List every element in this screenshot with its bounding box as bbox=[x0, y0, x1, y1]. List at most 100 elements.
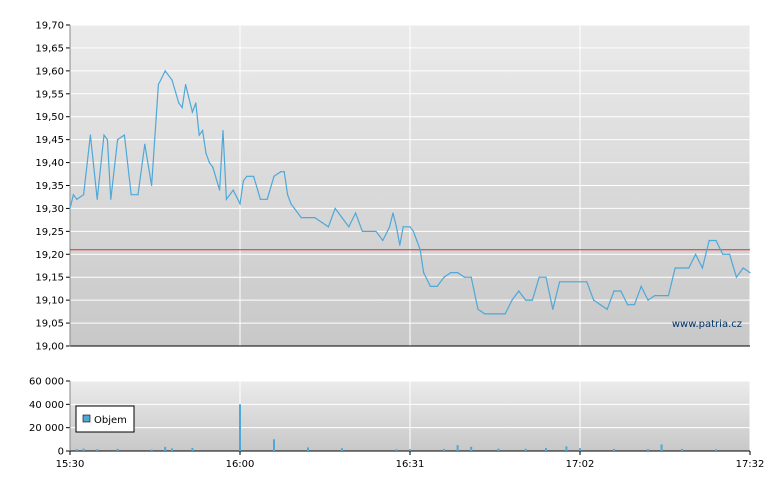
price-data-point bbox=[708, 239, 710, 242]
price-data-point bbox=[157, 84, 159, 86]
price-data-point bbox=[599, 304, 602, 306]
volume-bar bbox=[307, 447, 309, 451]
price-data-point bbox=[375, 230, 377, 232]
price-data-point bbox=[667, 294, 670, 297]
price-data-point bbox=[259, 198, 261, 200]
price-data-point bbox=[701, 267, 704, 269]
price-data-point bbox=[361, 230, 363, 232]
price-data-point bbox=[239, 203, 241, 205]
price-data-point bbox=[545, 276, 547, 278]
price-data-point bbox=[249, 175, 251, 177]
price-data-point bbox=[681, 267, 683, 269]
price-data-point bbox=[457, 272, 459, 274]
price-data-point bbox=[647, 299, 649, 301]
price-data-point bbox=[525, 299, 527, 301]
price-panel: 19,00 19,05 19,10 19,15 19,20 19,25 19,30 19,35… bbox=[35, 21, 751, 353]
price-data-point bbox=[198, 134, 200, 136]
price-data-point bbox=[181, 106, 183, 109]
price-data-point bbox=[674, 267, 676, 269]
price-data-point bbox=[538, 276, 540, 278]
price-data-point bbox=[321, 221, 323, 223]
x-tick-label: 16:31 bbox=[396, 459, 425, 470]
price-data-point bbox=[688, 267, 690, 269]
price-data-point bbox=[293, 207, 295, 210]
volume-bar bbox=[171, 448, 173, 451]
price-data-point bbox=[287, 194, 289, 196]
price-data-point bbox=[151, 184, 153, 187]
volume-bar bbox=[524, 448, 527, 451]
price-data-point bbox=[484, 313, 486, 315]
price-data-point bbox=[355, 212, 357, 214]
price-data-point bbox=[436, 285, 438, 287]
price-data-point bbox=[137, 194, 139, 196]
price-data-point bbox=[565, 281, 568, 283]
price-data-point bbox=[273, 175, 275, 177]
price-data-point bbox=[310, 217, 312, 219]
price-data-point bbox=[341, 217, 343, 219]
volume-y-tick-label: 0 bbox=[58, 447, 64, 458]
price-data-point bbox=[412, 230, 414, 232]
volume-bar bbox=[545, 447, 547, 451]
price-data-point bbox=[450, 272, 452, 274]
price-data-point bbox=[416, 239, 418, 242]
price-data-point bbox=[171, 79, 173, 81]
price-data-point bbox=[290, 203, 292, 205]
price-data-point bbox=[96, 198, 98, 200]
price-data-point bbox=[242, 180, 244, 182]
volume-bar bbox=[273, 439, 275, 451]
price-data-point bbox=[531, 299, 534, 301]
price-data-point bbox=[620, 290, 622, 292]
price-data-point bbox=[627, 304, 629, 306]
price-data-point bbox=[518, 290, 520, 292]
price-data-point bbox=[399, 244, 401, 246]
price-data-point bbox=[463, 276, 465, 278]
price-data-point bbox=[729, 253, 731, 255]
price-data-point bbox=[89, 134, 91, 136]
price-data-point bbox=[219, 189, 221, 191]
price-data-point bbox=[103, 134, 105, 136]
price-y-tick-label: 19,10 bbox=[35, 296, 64, 307]
volume-bar bbox=[75, 449, 78, 451]
volume-bar bbox=[456, 445, 459, 451]
volume-bar bbox=[565, 446, 568, 451]
price-y-tick-label: 19,45 bbox=[35, 135, 64, 146]
price-data-point bbox=[392, 212, 394, 214]
price-data-point bbox=[572, 281, 574, 283]
volume-y-tick-label: 60 000 bbox=[29, 377, 64, 388]
price-data-point bbox=[586, 281, 588, 283]
price-data-point bbox=[633, 304, 636, 306]
volume-bar bbox=[395, 449, 398, 451]
price-data-point bbox=[185, 84, 187, 86]
volume-bar bbox=[579, 448, 581, 451]
volume-bar bbox=[681, 448, 683, 451]
volume-bar bbox=[647, 449, 649, 451]
x-tick-label: 16:00 bbox=[226, 459, 255, 470]
price-data-point bbox=[661, 294, 663, 297]
price-y-tick-label: 19,15 bbox=[35, 273, 64, 284]
legend-swatch bbox=[82, 414, 91, 423]
price-data-point bbox=[402, 226, 404, 228]
price-y-tick-label: 19,50 bbox=[35, 112, 64, 123]
price-data-point bbox=[110, 198, 112, 200]
legend-label: Objem bbox=[94, 415, 127, 426]
price-data-point bbox=[579, 281, 581, 283]
price-y-tick-label: 19,55 bbox=[35, 89, 64, 100]
volume-bar bbox=[191, 447, 194, 451]
volume-bar bbox=[497, 448, 500, 451]
price-data-point bbox=[222, 129, 224, 132]
x-tick-label: 15:30 bbox=[56, 459, 85, 470]
price-data-point bbox=[423, 272, 425, 274]
price-data-point bbox=[69, 207, 71, 210]
volume-bar bbox=[660, 444, 663, 451]
price-data-point bbox=[123, 134, 125, 136]
price-data-point bbox=[246, 175, 248, 177]
price-data-point bbox=[606, 308, 608, 310]
volume-y-tick-label: 40 000 bbox=[29, 400, 64, 411]
price-y-tick-label: 19,65 bbox=[35, 43, 64, 54]
price-data-point bbox=[130, 194, 132, 196]
price-data-point bbox=[191, 111, 193, 113]
price-data-point bbox=[735, 276, 738, 278]
price-y-tick-label: 19,35 bbox=[35, 181, 64, 192]
